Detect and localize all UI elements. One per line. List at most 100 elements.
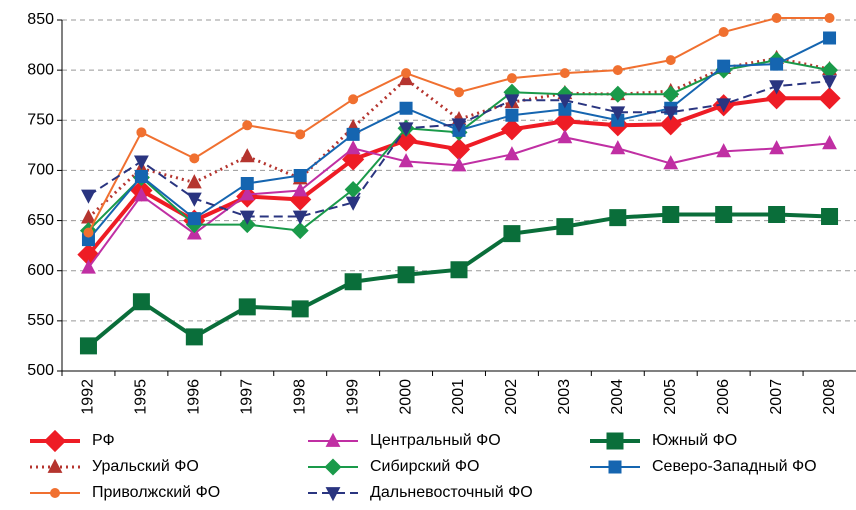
- x-tick-label: 1995: [133, 379, 150, 415]
- x-tick-label: 2001: [450, 379, 467, 415]
- marker: [769, 80, 785, 95]
- series: [81, 75, 837, 225]
- marker: [663, 155, 679, 170]
- marker: [292, 210, 308, 225]
- marker: [824, 12, 835, 23]
- marker: [716, 143, 732, 158]
- marker: [239, 210, 255, 225]
- marker: [718, 27, 729, 38]
- x-tick-label: 2004: [609, 379, 626, 415]
- legend-label: Уральский ФО: [92, 458, 199, 475]
- marker: [83, 227, 94, 238]
- marker: [717, 59, 731, 73]
- marker: [765, 87, 788, 110]
- x-tick-label: 2008: [821, 379, 838, 415]
- x-tick-label: 1999: [344, 379, 361, 415]
- marker: [187, 212, 201, 226]
- marker: [186, 192, 202, 207]
- marker: [132, 293, 150, 311]
- marker: [293, 168, 307, 182]
- marker: [662, 85, 680, 103]
- marker: [822, 135, 837, 150]
- marker: [238, 298, 256, 316]
- marker: [185, 328, 203, 346]
- marker: [768, 206, 786, 224]
- marker: [398, 70, 414, 86]
- legend-label: Приволжский ФО: [92, 484, 220, 501]
- marker: [451, 118, 467, 133]
- marker: [239, 186, 255, 201]
- marker: [609, 209, 627, 227]
- marker: [81, 189, 96, 204]
- series: [81, 31, 837, 247]
- marker: [346, 127, 360, 141]
- legend-marker: [325, 432, 341, 447]
- marker: [291, 300, 309, 318]
- x-tick-label: 2005: [662, 379, 679, 415]
- marker: [504, 146, 520, 161]
- marker: [133, 155, 149, 170]
- y-tick-label: 600: [27, 262, 54, 279]
- marker: [716, 98, 732, 113]
- marker: [344, 273, 362, 291]
- x-tick-label: 2007: [768, 379, 785, 415]
- marker: [454, 87, 464, 98]
- series: [79, 206, 839, 355]
- legend-marker: [47, 458, 63, 473]
- marker: [81, 259, 96, 274]
- marker: [770, 57, 784, 71]
- marker: [822, 75, 837, 90]
- legend-label: Южный ФО: [652, 432, 737, 449]
- marker: [559, 68, 570, 79]
- marker: [503, 225, 521, 243]
- marker: [79, 337, 97, 355]
- series-line: [87, 212, 830, 348]
- series-line: [87, 56, 830, 219]
- y-tick-label: 500: [27, 362, 54, 379]
- marker: [662, 206, 680, 224]
- marker: [663, 106, 679, 121]
- x-tick-label: 1992: [80, 379, 97, 415]
- marker: [397, 266, 415, 284]
- x-tick-label: 2003: [556, 379, 573, 415]
- x-tick-label: 2006: [715, 379, 732, 415]
- y-tick-label: 800: [27, 61, 54, 78]
- marker: [665, 55, 676, 66]
- x-tick-label: 1998: [291, 379, 308, 415]
- marker: [186, 174, 202, 189]
- marker: [398, 122, 414, 137]
- marker: [295, 129, 306, 140]
- marker: [557, 94, 573, 109]
- marker: [239, 148, 255, 163]
- marker: [505, 108, 519, 122]
- marker: [612, 65, 623, 76]
- marker: [189, 153, 200, 164]
- marker: [504, 94, 520, 109]
- x-tick-label: 1997: [238, 379, 255, 415]
- legend-label: РФ: [92, 432, 115, 449]
- marker: [348, 94, 359, 105]
- marker: [345, 140, 361, 155]
- marker: [823, 31, 837, 45]
- marker: [291, 222, 309, 240]
- marker: [609, 85, 627, 103]
- legend-label: Центральный ФО: [370, 432, 501, 449]
- marker: [500, 118, 524, 141]
- y-tick-label: 750: [27, 112, 54, 129]
- marker: [399, 101, 413, 115]
- marker: [771, 12, 782, 23]
- marker: [398, 153, 414, 168]
- marker: [451, 157, 467, 172]
- marker: [557, 129, 573, 144]
- marker: [240, 176, 254, 190]
- marker: [134, 169, 148, 183]
- marker: [556, 218, 574, 236]
- marker: [450, 261, 468, 279]
- legend-marker: [325, 487, 341, 502]
- y-tick-label: 850: [27, 11, 54, 28]
- marker: [818, 87, 841, 110]
- marker: [821, 208, 839, 226]
- series: [83, 12, 835, 238]
- marker: [769, 140, 785, 155]
